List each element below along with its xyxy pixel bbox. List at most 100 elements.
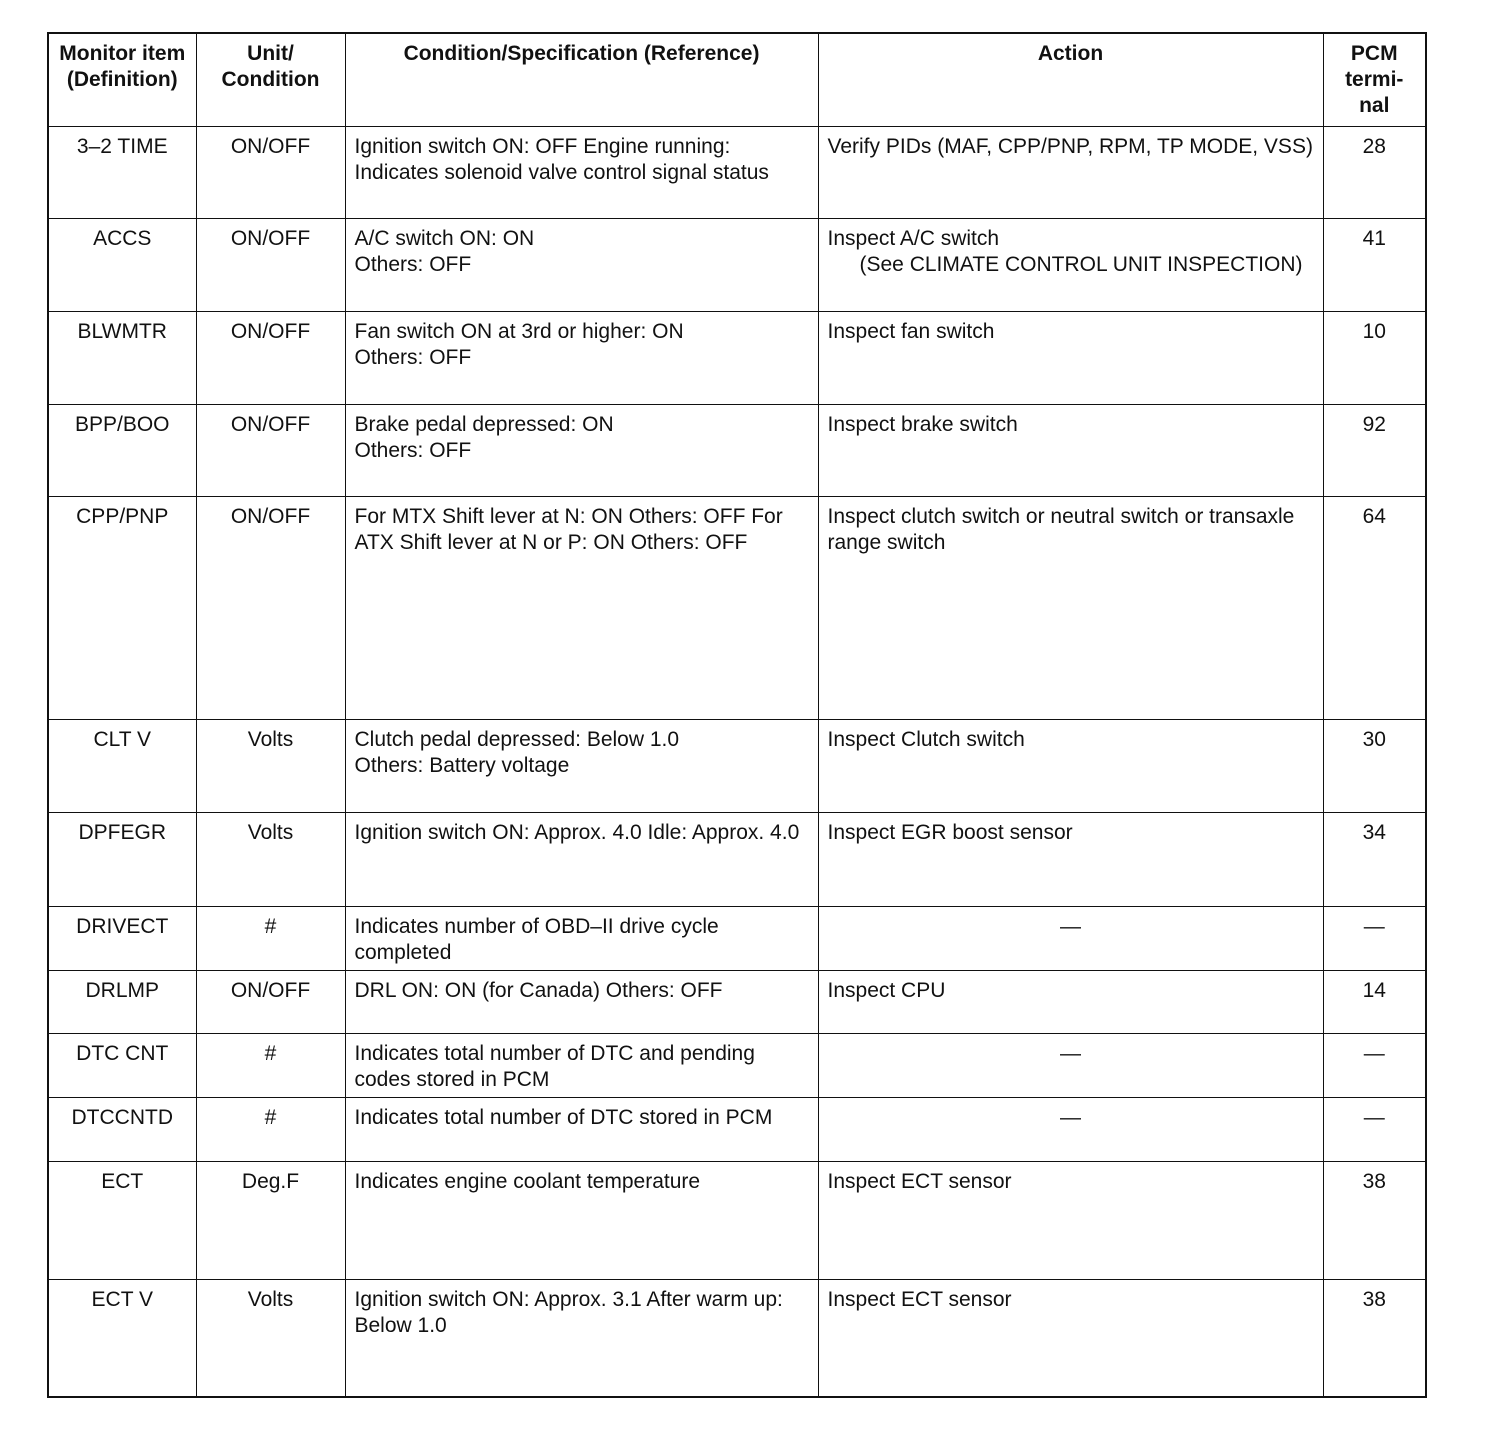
- action-cell: —: [817, 1032, 1324, 1098]
- action-text: —: [1060, 1105, 1081, 1129]
- condition-cell: Indicates total number of DTC stored in …: [344, 1096, 819, 1162]
- header-action: Action: [817, 32, 1324, 127]
- condition-text: Indicates total number of DTC stored in …: [354, 1105, 773, 1129]
- pcm-terminal-cell: 14: [1322, 969, 1427, 1034]
- pcm-terminal-cell: 92: [1322, 403, 1427, 497]
- header-condition: Condition/Specification (Reference): [344, 32, 819, 127]
- table-row: DPFEGR Volts Ignition switch ON: Approx. 4…: [47, 811, 1427, 907]
- table-row: 3–2 TIME ON/OFF Ignition switch ON: OFF En…: [47, 125, 1427, 219]
- action-text: Inspect A/C switch: [827, 226, 1000, 250]
- table-row: CPP/PNP ON/OFF For MTX Shift lever at N: O…: [47, 495, 1427, 720]
- action-cell: Inspect clutch switch or neutral switch …: [817, 495, 1324, 720]
- table-row: ECT V Volts Ignition switch ON: Approx. 3.…: [47, 1278, 1427, 1398]
- condition-cell: Ignition switch ON: OFF Engine running: …: [344, 125, 819, 219]
- table-row: DTC CNT # Indicates total number of DTC an…: [47, 1032, 1427, 1098]
- action-cell: Inspect CPU: [817, 969, 1324, 1034]
- pcm-terminal-cell: 28: [1322, 125, 1427, 219]
- action-cell: —: [817, 1096, 1324, 1162]
- monitor-item-cell: BPP/BOO: [47, 403, 197, 497]
- action-cell: Verify PIDs (MAF, CPP/PNP, RPM, TP MODE,…: [817, 125, 1324, 219]
- pcm-terminal-cell: 34: [1322, 811, 1427, 907]
- unit-cell: ON/OFF: [195, 969, 346, 1034]
- action-note: (See CLIMATE CONTROL UNIT INSPECTION): [859, 252, 1303, 276]
- table-row: ACCS ON/OFF A/C switch ON: ON Others: OFF I…: [47, 217, 1427, 312]
- condition-text: Ignition switch ON: Approx. 3.1 After wa…: [354, 1287, 783, 1337]
- pcm-terminal-cell: 41: [1322, 217, 1427, 312]
- condition-cell: Clutch pedal depressed: Below 1.0 Others…: [344, 718, 819, 813]
- table-row: DRIVECT # Indicates number of OBD–II drive…: [47, 905, 1427, 971]
- unit-cell: ON/OFF: [195, 125, 346, 219]
- pcm-terminal-cell: —: [1322, 905, 1427, 971]
- action-text: Inspect EGR boost sensor: [827, 820, 1073, 844]
- pcm-terminal-cell: 38: [1322, 1160, 1427, 1280]
- action-cell: —: [817, 905, 1324, 971]
- unit-cell: #: [195, 1032, 346, 1098]
- action-cell: Inspect ECT sensor: [817, 1278, 1324, 1398]
- pcm-terminal-cell: —: [1322, 1032, 1427, 1098]
- header-unit: Unit/ Condition: [195, 32, 346, 127]
- condition-text: Ignition switch ON: Approx. 4.0 Idle: Ap…: [354, 820, 800, 844]
- action-cell: Inspect Clutch switch: [817, 718, 1324, 813]
- condition-text: DRL ON: ON (for Canada) Others: OFF: [354, 978, 723, 1002]
- action-text: —: [1060, 914, 1081, 938]
- unit-cell: ON/OFF: [195, 310, 346, 405]
- condition-text: Fan switch ON at 3rd or higher: ON Other…: [354, 319, 684, 369]
- table-row: DRLMP ON/OFF DRL ON: ON (for Canada) Other…: [47, 969, 1427, 1034]
- table-row: CLT V Volts Clutch pedal depressed: Below …: [47, 718, 1427, 813]
- pcm-terminal-cell: 38: [1322, 1278, 1427, 1398]
- action-text: Verify PIDs (MAF, CPP/PNP, RPM, TP MODE,…: [827, 134, 1313, 158]
- unit-cell: Deg.F: [195, 1160, 346, 1280]
- monitor-item-cell: DTCCNTD: [47, 1096, 197, 1162]
- action-text: Inspect brake switch: [827, 412, 1018, 436]
- monitor-item-cell: DRLMP: [47, 969, 197, 1034]
- condition-text: A/C switch ON: ON Others: OFF: [354, 226, 535, 276]
- condition-text: Indicates total number of DTC and pendin…: [354, 1041, 755, 1091]
- table-row: ECT Deg.F Indicates engine coolant tempera…: [47, 1160, 1427, 1280]
- monitor-item-cell: 3–2 TIME: [47, 125, 197, 219]
- action-cell: Inspect EGR boost sensor: [817, 811, 1324, 907]
- monitor-item-cell: ECT V: [47, 1278, 197, 1398]
- condition-text: Clutch pedal depressed: Below 1.0 Others…: [354, 727, 680, 777]
- action-text: Inspect ECT sensor: [827, 1169, 1012, 1193]
- header-row: Monitor item (Definition) Unit/ Conditio…: [47, 32, 1427, 127]
- condition-text: For MTX Shift lever at N: ON Others: OFF…: [354, 504, 783, 554]
- action-cell: Inspect ECT sensor: [817, 1160, 1324, 1280]
- condition-cell: A/C switch ON: ON Others: OFF: [344, 217, 819, 312]
- header-monitor-item: Monitor item (Definition): [47, 32, 197, 127]
- action-text: Inspect Clutch switch: [827, 727, 1025, 751]
- action-text: Inspect fan switch: [827, 319, 995, 343]
- unit-cell: Volts: [195, 718, 346, 813]
- unit-cell: ON/OFF: [195, 495, 346, 720]
- unit-cell: Volts: [195, 811, 346, 907]
- action-text: Inspect CPU: [827, 978, 946, 1002]
- unit-cell: ON/OFF: [195, 403, 346, 497]
- condition-cell: Fan switch ON at 3rd or higher: ON Other…: [344, 310, 819, 405]
- monitor-item-cell: ECT: [47, 1160, 197, 1280]
- condition-text: Brake pedal depressed: ON Others: OFF: [354, 412, 614, 462]
- condition-cell: Brake pedal depressed: ON Others: OFF: [344, 403, 819, 497]
- unit-cell: #: [195, 905, 346, 971]
- table-row: BPP/BOO ON/OFF Brake pedal depressed: ON O…: [47, 403, 1427, 497]
- monitor-item-cell: BLWMTR: [47, 310, 197, 405]
- action-text: Inspect clutch switch or neutral switch …: [827, 504, 1295, 554]
- table-row: BLWMTR ON/OFF Fan switch ON at 3rd or high…: [47, 310, 1427, 405]
- monitor-item-cell: DPFEGR: [47, 811, 197, 907]
- condition-cell: Indicates number of OBD–II drive cycle c…: [344, 905, 819, 971]
- monitor-item-cell: CPP/PNP: [47, 495, 197, 720]
- unit-cell: Volts: [195, 1278, 346, 1398]
- monitor-item-cell: DTC CNT: [47, 1032, 197, 1098]
- pcm-terminal-cell: 30: [1322, 718, 1427, 813]
- condition-cell: For MTX Shift lever at N: ON Others: OFF…: [344, 495, 819, 720]
- header-pcm-terminal: PCM termi-nal: [1322, 32, 1427, 127]
- action-cell: Inspect brake switch: [817, 403, 1324, 497]
- condition-cell: Ignition switch ON: Approx. 4.0 Idle: Ap…: [344, 811, 819, 907]
- action-cell: Inspect A/C switch (See CLIMATE CONTROL U…: [817, 217, 1324, 312]
- monitor-item-cell: ACCS: [47, 217, 197, 312]
- pcm-terminal-cell: 64: [1322, 495, 1427, 720]
- condition-text: Indicates engine coolant temperature: [354, 1169, 701, 1193]
- condition-cell: Indicates engine coolant temperature: [344, 1160, 819, 1280]
- pcm-terminal-cell: 10: [1322, 310, 1427, 405]
- condition-cell: Ignition switch ON: Approx. 3.1 After wa…: [344, 1278, 819, 1398]
- pcm-terminal-cell: —: [1322, 1096, 1427, 1162]
- condition-text: Ignition switch ON: OFF Engine running: …: [354, 134, 769, 184]
